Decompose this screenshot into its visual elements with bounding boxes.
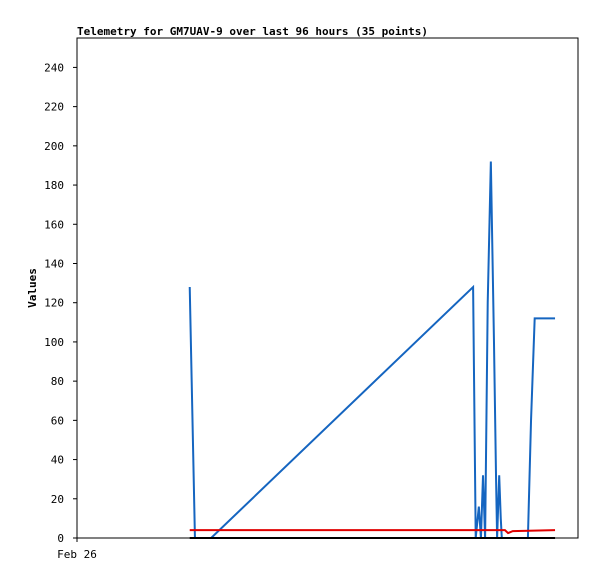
- chart-title: Telemetry for GM7UAV-9 over last 96 hour…: [77, 25, 428, 38]
- y-tick-label: 200: [44, 140, 64, 153]
- y-tick-label: 140: [44, 257, 64, 270]
- y-tick-label: 80: [51, 375, 64, 388]
- series-line: [188, 161, 556, 539]
- y-tick-label: 180: [44, 179, 64, 192]
- y-tick-label: 60: [51, 414, 64, 427]
- series-line: [189, 529, 556, 535]
- y-tick-label: 40: [51, 454, 64, 467]
- y-tick-label: 100: [44, 336, 64, 349]
- x-tick-label: Feb 26: [57, 548, 97, 561]
- y-axis-label: Values: [26, 268, 39, 308]
- y-tick-label: 220: [44, 101, 64, 114]
- y-tick-label: 0: [57, 532, 64, 545]
- y-tick-label: 120: [44, 297, 64, 310]
- y-tick-label: 160: [44, 218, 64, 231]
- y-tick-label: 20: [51, 493, 64, 506]
- y-tick-label: 240: [44, 61, 64, 74]
- plot-frame: [76, 37, 579, 539]
